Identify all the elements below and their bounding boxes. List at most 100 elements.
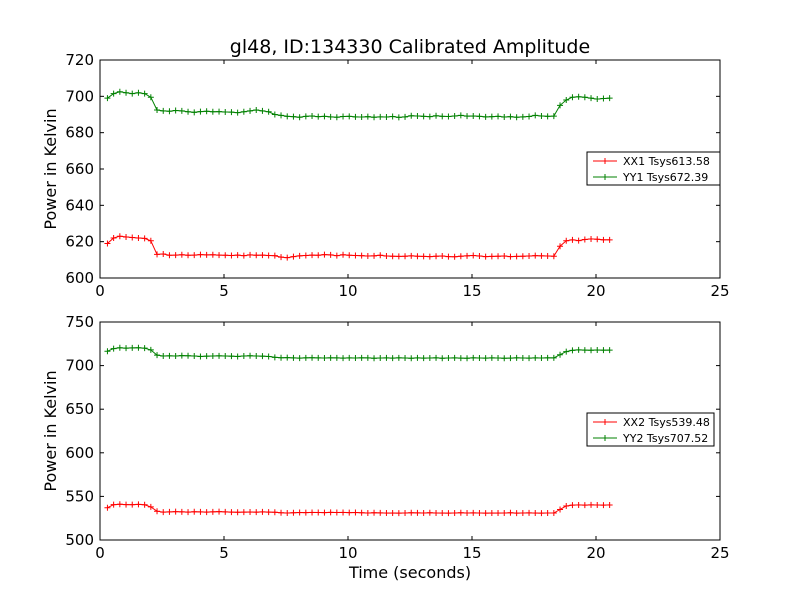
data-point-marker [228, 509, 235, 516]
data-point-marker [222, 353, 229, 360]
data-point-marker [247, 107, 254, 114]
data-point-marker [457, 509, 464, 516]
data-point-marker [216, 252, 223, 259]
data-point-marker [203, 108, 210, 115]
data-point-marker [284, 113, 291, 120]
data-point-marker [333, 354, 340, 361]
data-point-marker [532, 510, 539, 517]
data-point-marker [315, 354, 322, 361]
data-point-marker [222, 508, 229, 515]
data-point-marker [557, 506, 564, 513]
data-point-marker [172, 252, 179, 259]
data-point-marker [569, 94, 576, 101]
data-point-marker [563, 237, 570, 244]
data-point-marker [110, 501, 117, 508]
data-point-marker [290, 354, 297, 361]
data-point-marker [160, 107, 167, 114]
data-point-marker [240, 353, 247, 360]
data-point-marker [178, 352, 185, 359]
data-point-marker [123, 89, 130, 96]
data-point-marker [371, 114, 378, 121]
data-point-marker [104, 504, 111, 511]
data-point-marker [147, 503, 154, 510]
y-tick-label: 650 [65, 400, 94, 418]
data-point-marker [240, 252, 247, 259]
y-tick-label: 750 [65, 313, 94, 331]
data-point-marker [526, 509, 533, 516]
legend: XX1 Tsys613.58 YY1 Tsys672.39 [586, 151, 721, 186]
data-point-marker [371, 509, 378, 516]
data-point-marker [321, 251, 328, 258]
data-point-marker [470, 354, 477, 361]
data-point-marker [191, 109, 198, 116]
data-point-marker [377, 252, 384, 259]
data-point-marker [116, 344, 123, 351]
y-tick-label: 720 [65, 51, 94, 69]
data-point-marker [488, 113, 495, 120]
data-point-marker [402, 355, 409, 362]
series-green [104, 344, 613, 362]
data-point-marker [600, 236, 607, 243]
data-point-marker [154, 508, 161, 515]
data-point-marker [420, 253, 427, 260]
data-point-marker [197, 508, 204, 515]
x-tick-label: 5 [219, 544, 229, 562]
data-point-marker [457, 112, 464, 119]
data-point-marker [501, 355, 508, 362]
x-tick-label: 0 [95, 282, 105, 300]
x-tick-label: 0 [95, 544, 105, 562]
data-point-marker [513, 253, 520, 260]
data-point-marker [532, 354, 539, 361]
data-point-marker [507, 253, 514, 260]
data-point-marker [575, 346, 582, 353]
data-point-marker [420, 509, 427, 516]
data-point-marker [247, 509, 254, 516]
data-point-marker [377, 355, 384, 362]
data-point-marker [594, 236, 601, 243]
legend-label: XX2 Tsys539.48 [623, 416, 710, 429]
top-panel: 0 5 10 15 20 25 600 620 640 660 680 700 720 Power in … [41, 51, 730, 300]
data-point-marker [507, 509, 514, 516]
data-point-marker [464, 509, 471, 516]
data-point-marker [464, 113, 471, 120]
data-point-marker [333, 114, 340, 121]
data-point-marker [104, 95, 111, 102]
y-axis-label: Power in Kelvin [41, 370, 60, 491]
data-point-marker [197, 108, 204, 115]
data-point-marker [557, 102, 564, 109]
legend-label: YY2 Tsys707.52 [622, 432, 708, 445]
data-point-marker [445, 253, 452, 260]
data-point-marker [271, 509, 278, 516]
data-point-marker [216, 352, 223, 359]
data-point-marker [216, 508, 223, 515]
y-axis-label: Power in Kelvin [41, 108, 60, 229]
data-point-marker [457, 355, 464, 362]
data-point-marker [414, 509, 421, 516]
data-point-marker [166, 508, 173, 515]
data-point-marker [129, 234, 136, 241]
data-point-marker [116, 88, 123, 95]
data-point-marker [104, 348, 111, 355]
data-point-marker [377, 113, 384, 120]
data-point-marker [302, 113, 309, 120]
y-tick-label: 640 [65, 196, 94, 214]
data-point-marker [340, 113, 347, 120]
data-point-marker [358, 509, 365, 516]
data-point-marker [284, 509, 291, 516]
y-tick-label: 550 [65, 487, 94, 505]
data-point-marker [402, 509, 409, 516]
data-point-marker [228, 252, 235, 259]
data-point-marker [426, 509, 433, 516]
data-point-marker [290, 113, 297, 120]
data-point-marker [389, 253, 396, 260]
y-tick-label: 600 [65, 444, 94, 462]
data-point-marker [600, 347, 607, 354]
data-point-marker [433, 354, 440, 361]
data-point-marker [519, 355, 526, 362]
data-point-marker [544, 113, 551, 120]
series-line [107, 347, 610, 359]
data-point-marker [166, 352, 173, 359]
data-point-marker [259, 508, 266, 515]
data-point-marker [445, 510, 452, 517]
